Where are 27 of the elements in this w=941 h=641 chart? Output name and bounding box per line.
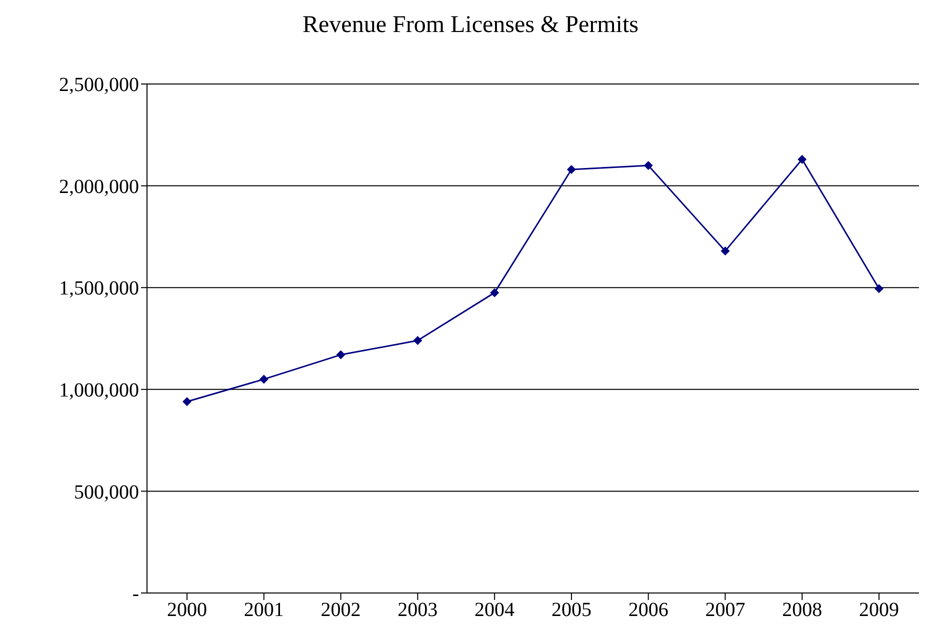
point (874, 284, 884, 294)
point (566, 165, 576, 174)
y-tick-label: 2,500,000 (59, 74, 139, 96)
point (336, 350, 346, 360)
y-tick-label: - (132, 583, 139, 606)
point (259, 374, 268, 384)
y-tick-label: 1,500,000 (59, 278, 139, 300)
point (798, 154, 807, 164)
y-tick-label: 500,000 (74, 481, 139, 504)
point (644, 160, 653, 170)
x-tick-label: 2008 (782, 599, 822, 622)
chart-title: Revenue From Licenses & Permits (302, 11, 640, 40)
x-tick-label: 2000 (167, 599, 207, 622)
x-tick-label: 2003 (398, 599, 438, 622)
x-tick-label: 2002 (320, 599, 361, 622)
x-tick-label: 2009 (859, 599, 899, 622)
y-tick-label: 2,000,000 (59, 176, 139, 198)
x-tick-label: 2004 (474, 599, 515, 622)
y-tick-label: 1,000,000 (59, 380, 139, 402)
x-tick-label: 2007 (705, 599, 746, 622)
point (720, 246, 730, 256)
point (182, 397, 192, 406)
point (413, 336, 422, 346)
x-tick-label: 2006 (628, 599, 668, 622)
x-tick-label: 2005 (551, 599, 592, 622)
x-tick-label: 2001 (244, 599, 284, 622)
point (490, 288, 500, 298)
